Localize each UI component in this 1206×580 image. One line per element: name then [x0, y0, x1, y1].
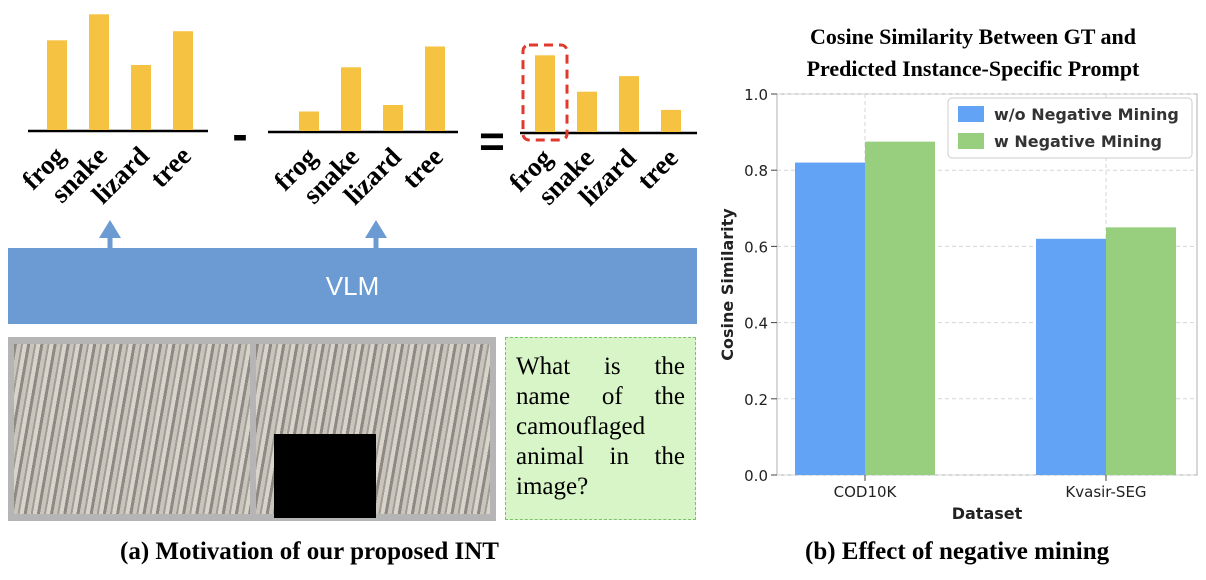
y-tick-label: 0.0: [744, 467, 768, 485]
bar-without-negative-mining-Kvasir-SEG: [1036, 238, 1106, 475]
vlm-block: VLM: [8, 248, 697, 324]
legend-swatch: [958, 106, 984, 122]
y-tick-label: 0.8: [744, 162, 768, 180]
mini-bar-snake: [89, 14, 109, 130]
legend-label: w/o Negative Mining: [994, 105, 1179, 124]
mini-tick-label: tree: [144, 141, 197, 194]
y-tick-label: 0.4: [744, 315, 768, 333]
y-tick-label: 0.2: [744, 391, 768, 409]
vlm-label: VLM: [325, 270, 380, 301]
y-tick-label: 0.6: [744, 238, 768, 256]
caption-b: (b) Effect of negative mining: [805, 538, 1110, 565]
camouflage-image: [14, 344, 250, 514]
legend: w/o Negative Mining w Negative Mining: [947, 97, 1193, 159]
mini-bar-snake: [341, 67, 361, 131]
y-axis-label: Cosine Similarity: [718, 208, 737, 361]
panel-b-chart: 0.0 0.2 0.4 0.6 0.8 1.0 COD10K Kvasir-SEG Datase…: [718, 24, 1198, 523]
mini-bar-tree: [661, 109, 681, 132]
minus-sign: -: [232, 108, 247, 160]
mini-bar-tree: [173, 31, 193, 131]
x-tick-label: Kvasir-SEG: [1065, 483, 1146, 501]
masked-image: [256, 344, 490, 518]
bar-with-negative-mining-COD10K: [865, 141, 935, 475]
mini-tick-label: tree: [396, 142, 449, 195]
mini-bar-tree: [425, 46, 445, 131]
bar-with-negative-mining-Kvasir-SEG: [1106, 227, 1176, 475]
x-tick-label: COD10K: [834, 483, 898, 501]
arrow-head-2: [365, 220, 387, 238]
x-axis-label: Dataset: [952, 504, 1023, 523]
mini-bar-frog: [535, 55, 555, 132]
question-box: What is the name of the camouflaged anim…: [505, 337, 696, 520]
mini-bar-lizard: [131, 65, 151, 130]
bar-without-negative-mining-COD10K: [795, 162, 865, 475]
mini-bar-snake: [577, 91, 597, 132]
highlight-box: [521, 43, 569, 142]
arrow-head-1: [99, 220, 121, 238]
mini-bar-lizard: [383, 105, 403, 131]
image-strip: [8, 337, 496, 521]
caption-a: (a) Motivation of our proposed INT: [120, 538, 499, 565]
chart-title-line-2: Predicted Instance-Specific Prompt: [807, 56, 1140, 81]
black-mask: [274, 434, 376, 518]
chart-title-line-1: Cosine Similarity Between GT and: [810, 24, 1136, 49]
y-tick-label: 1.0: [744, 86, 768, 104]
mini-bar-lizard: [619, 76, 639, 132]
equals-sign: =: [479, 117, 505, 166]
mini-bar-frog: [299, 111, 319, 131]
legend-label: w Negative Mining: [994, 132, 1162, 151]
legend-swatch: [958, 133, 984, 149]
mini-tick-label: tree: [631, 143, 684, 196]
mini-bar-frog: [47, 40, 67, 130]
legend-box: [947, 97, 1193, 159]
